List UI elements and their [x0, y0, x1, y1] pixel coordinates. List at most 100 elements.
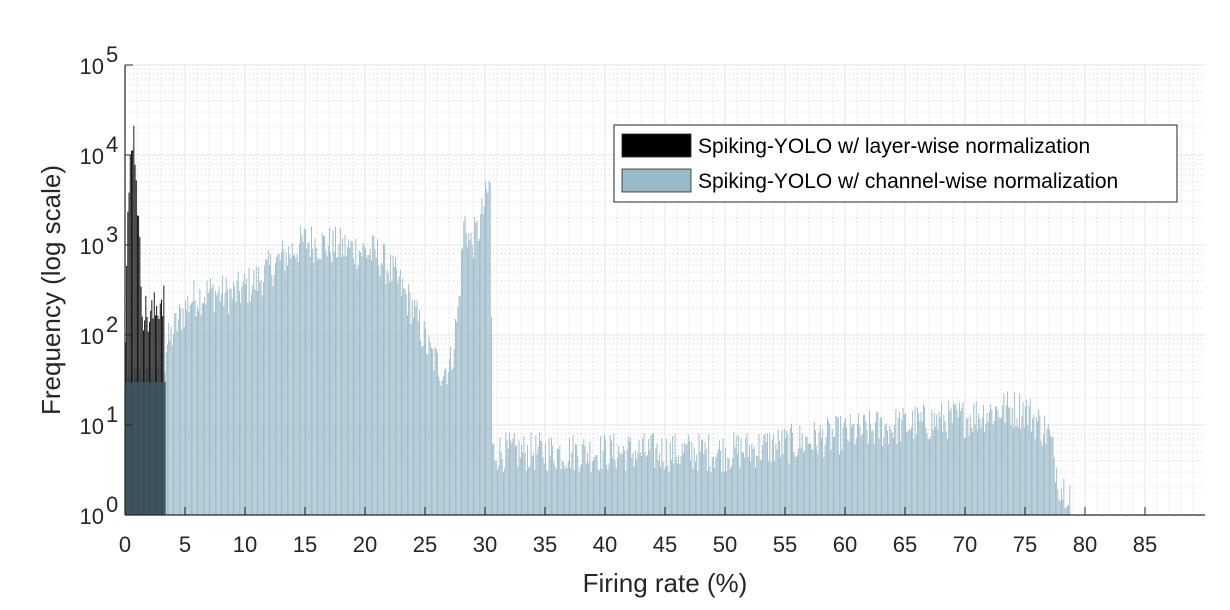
- bar-channel-wise: [535, 434, 537, 515]
- bar-channel-wise: [431, 347, 432, 515]
- bar-channel-wise: [619, 452, 621, 515]
- bar-channel-wise: [505, 432, 507, 515]
- bar-channel-wise: [620, 454, 622, 515]
- bar-channel-wise: [755, 467, 756, 515]
- bar-channel-wise: [731, 466, 732, 515]
- bar-channel-wise: [1049, 429, 1050, 515]
- bar-channel-wise: [852, 424, 854, 515]
- bar-channel-wise: [792, 432, 794, 515]
- bar-channel-wise: [883, 437, 885, 515]
- bar-channel-wise: [896, 444, 898, 515]
- bar-channel-wise: [981, 417, 983, 515]
- bar-channel-wise: [480, 214, 482, 516]
- bar-channel-wise: [681, 443, 683, 515]
- bar-channel-wise: [1002, 405, 1004, 515]
- bar-channel-wise: [1016, 418, 1018, 515]
- bar-channel-wise: [630, 437, 632, 515]
- bar-channel-wise: [188, 312, 190, 515]
- bar-channel-wise: [615, 468, 617, 515]
- bar-channel-wise: [200, 315, 202, 515]
- bar-layer-wise: [137, 215, 138, 515]
- bar-channel-wise: [1067, 505, 1068, 515]
- bar-channel-wise: [225, 277, 227, 515]
- bar-channel-wise: [799, 426, 801, 515]
- bar-channel-wise: [234, 286, 236, 515]
- bar-channel-wise: [702, 439, 704, 515]
- bar-channel-wise: [415, 306, 417, 515]
- bar-channel-wise: [636, 459, 638, 515]
- bar-channel-wise: [689, 441, 690, 515]
- x-tick-label: 80: [1073, 532, 1097, 557]
- bar-channel-wise: [288, 246, 290, 516]
- bar-channel-wise: [582, 444, 584, 515]
- y-tick-label: 10: [80, 234, 104, 259]
- series-channel-wise-bars: [125, 180, 1071, 516]
- bar-channel-wise: [701, 439, 702, 515]
- bar-channel-wise: [989, 411, 990, 515]
- bar-channel-wise: [831, 429, 833, 515]
- bar-channel-wise: [195, 316, 197, 515]
- bar-channel-wise: [567, 460, 569, 515]
- bar-channel-wise: [438, 376, 440, 515]
- bar-channel-wise: [602, 451, 604, 515]
- x-tick-label: 60: [833, 532, 857, 557]
- bar-layer-wise: [132, 150, 134, 515]
- bar-channel-wise: [483, 205, 485, 515]
- bar-channel-wise: [986, 413, 988, 515]
- bar-channel-wise: [709, 465, 711, 515]
- bar-channel-wise: [629, 441, 630, 515]
- bar-channel-wise: [207, 293, 209, 515]
- bar-channel-wise: [242, 281, 244, 515]
- bar-layer-wise: [128, 192, 130, 515]
- bar-channel-wise: [579, 466, 581, 515]
- bar-channel-wise: [552, 445, 554, 515]
- y-tick-label: 10: [80, 324, 104, 349]
- x-tick-label: 35: [533, 532, 557, 557]
- bar-channel-wise: [945, 431, 947, 515]
- bar-channel-wise: [447, 372, 449, 515]
- bar-channel-wise: [363, 246, 365, 515]
- bar-channel-wise: [319, 258, 321, 515]
- bar-channel-wise: [545, 442, 546, 515]
- bar-channel-wise: [938, 411, 940, 515]
- bar-channel-wise: [303, 228, 305, 516]
- bar-channel-wise: [770, 462, 772, 515]
- bar-channel-wise: [180, 308, 182, 515]
- bar-channel-wise: [747, 456, 749, 515]
- bar-channel-wise: [1011, 408, 1013, 515]
- bar-channel-wise: [876, 412, 878, 515]
- bar-channel-wise: [260, 279, 262, 515]
- bar-channel-wise: [458, 296, 460, 515]
- bar-channel-wise: [654, 467, 656, 515]
- bar-channel-wise: [595, 455, 597, 515]
- bar-channel-wise: [816, 445, 818, 515]
- bar-channel-wise: [633, 466, 635, 515]
- bar-channel-wise: [276, 256, 278, 515]
- bar-channel-wise: [257, 291, 258, 515]
- bar-channel-wise: [923, 403, 924, 515]
- bar-channel-wise: [607, 469, 609, 515]
- bar-channel-wise: [1044, 415, 1046, 515]
- bar-channel-wise: [857, 423, 858, 515]
- bar-channel-wise: [261, 295, 263, 515]
- bar-channel-wise: [705, 448, 707, 515]
- bar-channel-wise: [956, 409, 958, 515]
- bar-channel-wise: [227, 289, 228, 515]
- bar-channel-wise: [198, 310, 200, 515]
- bar-channel-wise: [624, 450, 626, 515]
- bar-channel-wise: [860, 435, 862, 515]
- bar-channel-wise: [863, 415, 864, 515]
- series-layer-wise-bars: [125, 125, 166, 515]
- bar-channel-wise: [1014, 392, 1016, 515]
- bar-channel-wise: [577, 455, 579, 515]
- bar-channel-wise: [752, 449, 754, 515]
- x-tick-label: 10: [233, 532, 257, 557]
- bar-channel-wise: [347, 247, 348, 515]
- bar-channel-wise: [767, 433, 768, 515]
- bar-channel-wise: [960, 410, 962, 515]
- bar-channel-wise: [515, 446, 516, 515]
- bar-channel-wise: [729, 468, 731, 515]
- bar-channel-wise: [996, 406, 998, 515]
- bar-channel-wise: [720, 450, 722, 515]
